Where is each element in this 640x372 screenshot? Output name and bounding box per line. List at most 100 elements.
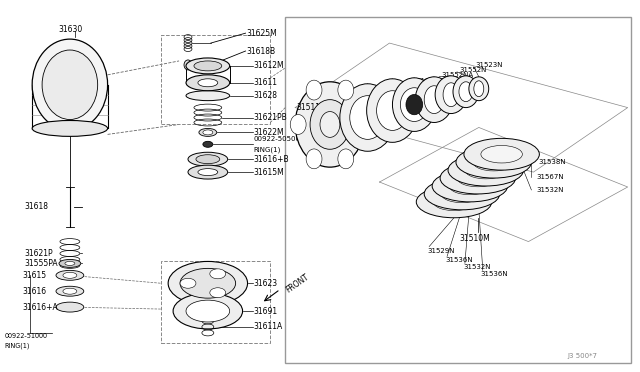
Text: 31622M: 31622M	[253, 128, 284, 137]
Text: J3 500*7: J3 500*7	[568, 353, 598, 359]
Ellipse shape	[186, 58, 230, 74]
Ellipse shape	[203, 130, 213, 135]
Text: 31555PA: 31555PA	[24, 259, 58, 268]
Text: RING(1): RING(1)	[253, 146, 281, 153]
Ellipse shape	[196, 155, 220, 164]
Ellipse shape	[415, 77, 453, 122]
Ellipse shape	[203, 141, 213, 147]
Bar	[161, 35, 270, 125]
Text: 31532N: 31532N	[536, 187, 564, 193]
Ellipse shape	[32, 121, 108, 137]
Ellipse shape	[449, 177, 491, 195]
Text: 31618B: 31618B	[246, 46, 276, 55]
Ellipse shape	[56, 286, 84, 296]
Text: 31552N: 31552N	[459, 67, 486, 73]
Text: 31621P: 31621P	[24, 249, 53, 258]
Text: 31511M: 31511M	[296, 103, 327, 112]
Ellipse shape	[184, 60, 192, 70]
Text: 31532N: 31532N	[463, 264, 490, 270]
Ellipse shape	[32, 39, 108, 131]
Ellipse shape	[459, 82, 473, 102]
Ellipse shape	[186, 91, 230, 101]
Ellipse shape	[376, 91, 408, 131]
Ellipse shape	[401, 88, 428, 122]
Text: 31623: 31623	[253, 279, 278, 288]
Text: 31516P: 31516P	[342, 102, 369, 108]
Text: 31538N: 31538N	[538, 159, 566, 165]
Ellipse shape	[424, 86, 444, 113]
Ellipse shape	[338, 149, 354, 169]
Ellipse shape	[443, 83, 459, 107]
Ellipse shape	[448, 154, 524, 186]
Bar	[161, 262, 270, 343]
Ellipse shape	[432, 170, 508, 202]
Ellipse shape	[310, 100, 350, 149]
Ellipse shape	[392, 78, 436, 131]
Text: FRONT: FRONT	[284, 272, 311, 294]
Text: 31523N: 31523N	[476, 62, 503, 68]
Ellipse shape	[180, 278, 196, 288]
Ellipse shape	[63, 272, 77, 278]
Ellipse shape	[186, 300, 230, 322]
Text: 31616+A: 31616+A	[22, 302, 58, 312]
Text: 31616+B: 31616+B	[253, 155, 289, 164]
Ellipse shape	[65, 262, 75, 265]
Text: 31611: 31611	[253, 78, 278, 87]
Ellipse shape	[433, 193, 475, 211]
Ellipse shape	[340, 84, 396, 151]
Ellipse shape	[199, 128, 217, 137]
Ellipse shape	[465, 161, 506, 179]
Text: 31625M: 31625M	[246, 29, 277, 38]
Text: 31630: 31630	[58, 25, 82, 34]
Text: 31552NA: 31552NA	[441, 72, 473, 78]
Text: 31529N: 31529N	[427, 247, 454, 253]
Ellipse shape	[290, 115, 306, 134]
Ellipse shape	[481, 145, 522, 163]
Ellipse shape	[473, 153, 515, 171]
Ellipse shape	[457, 169, 499, 187]
Ellipse shape	[173, 293, 243, 329]
Text: 00922-51000: 00922-51000	[4, 333, 47, 339]
Ellipse shape	[354, 115, 370, 134]
Ellipse shape	[416, 186, 492, 218]
Text: 31536N: 31536N	[445, 257, 473, 263]
Ellipse shape	[194, 61, 221, 71]
Ellipse shape	[210, 269, 226, 279]
Ellipse shape	[338, 80, 354, 100]
Ellipse shape	[306, 80, 322, 100]
Ellipse shape	[464, 138, 540, 170]
Text: 31536N: 31536N	[481, 271, 508, 278]
Ellipse shape	[306, 149, 322, 169]
Ellipse shape	[188, 165, 228, 179]
Text: 31521N: 31521N	[416, 78, 444, 84]
Text: 31691: 31691	[253, 307, 278, 315]
Ellipse shape	[168, 262, 248, 305]
Ellipse shape	[180, 268, 236, 298]
Ellipse shape	[198, 169, 218, 176]
Ellipse shape	[42, 50, 98, 119]
Ellipse shape	[435, 76, 467, 113]
Ellipse shape	[350, 96, 385, 140]
Text: RING(1): RING(1)	[4, 343, 29, 349]
Ellipse shape	[188, 152, 228, 166]
Text: 31615M: 31615M	[253, 168, 284, 177]
Ellipse shape	[210, 288, 226, 298]
Ellipse shape	[440, 162, 516, 194]
Text: 31510M: 31510M	[459, 234, 490, 243]
Ellipse shape	[320, 112, 340, 137]
Text: 31628: 31628	[253, 91, 278, 100]
Ellipse shape	[474, 81, 484, 97]
Ellipse shape	[367, 79, 419, 142]
Ellipse shape	[56, 302, 84, 312]
Ellipse shape	[295, 82, 365, 167]
Ellipse shape	[63, 288, 77, 294]
Text: 31618: 31618	[24, 202, 48, 211]
Bar	[285, 17, 630, 363]
Text: 31616: 31616	[22, 287, 46, 296]
Ellipse shape	[453, 76, 479, 108]
Text: 31612M: 31612M	[253, 61, 284, 70]
Text: 31615: 31615	[22, 271, 46, 280]
Ellipse shape	[56, 270, 84, 280]
Ellipse shape	[186, 75, 230, 91]
Ellipse shape	[424, 178, 500, 210]
